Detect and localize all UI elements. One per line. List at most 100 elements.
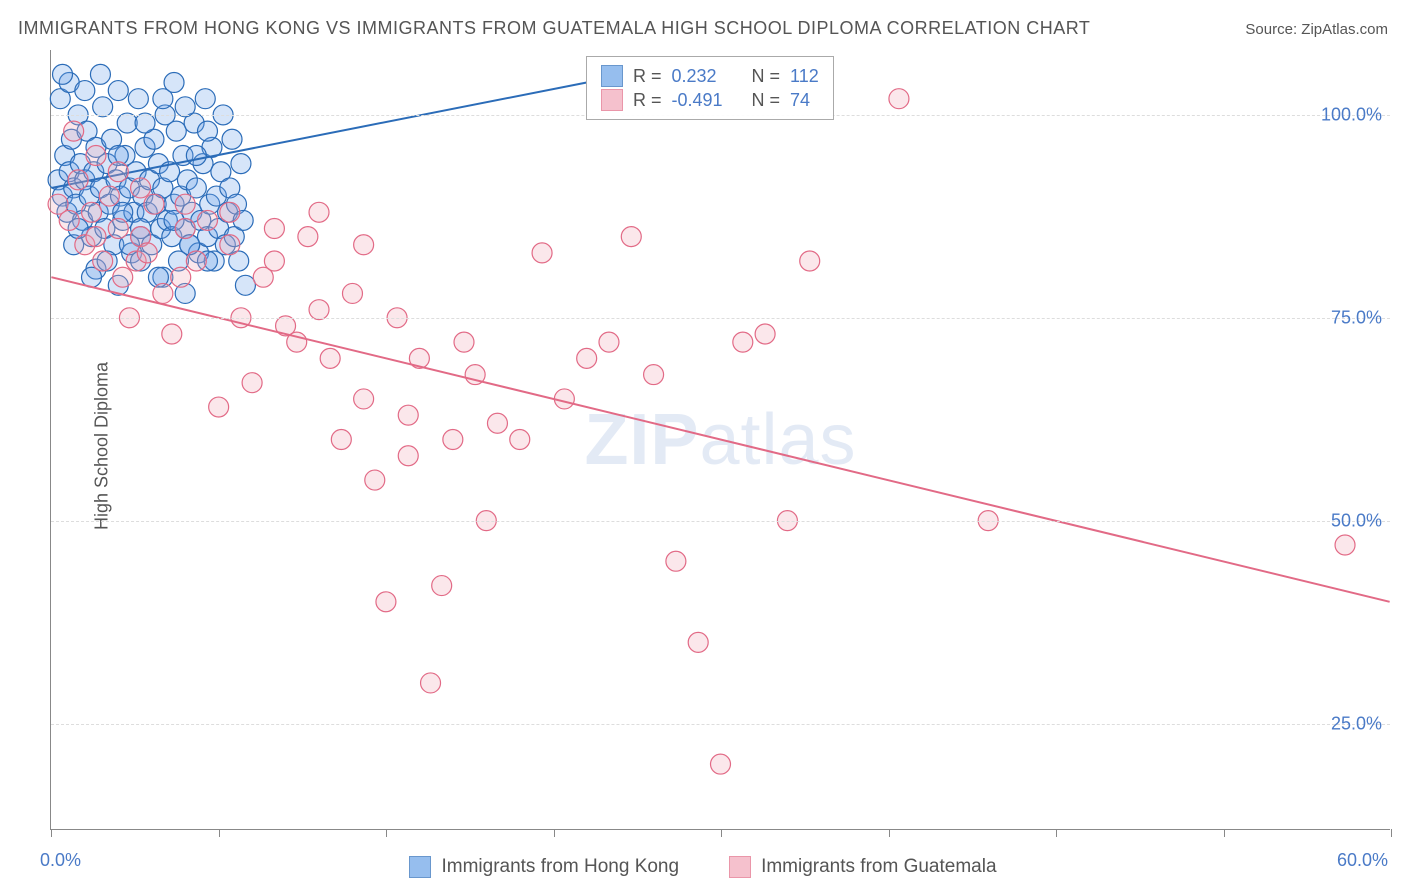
data-point-gt [365, 470, 385, 490]
legend-item-hk: Immigrants from Hong Kong [409, 856, 679, 878]
data-point-hk [108, 81, 128, 101]
source-name: ZipAtlas.com [1301, 21, 1388, 38]
data-point-gt [644, 365, 664, 385]
plot-svg [51, 50, 1390, 829]
data-point-hk [198, 121, 218, 141]
data-point-hk [93, 97, 113, 117]
stats-swatch-gt [601, 89, 623, 111]
data-point-gt [800, 251, 820, 271]
data-point-gt [198, 210, 218, 230]
source-label: Source: [1245, 21, 1301, 38]
data-point-gt [186, 251, 206, 271]
data-point-gt [432, 576, 452, 596]
data-point-gt [376, 592, 396, 612]
x-tick [51, 829, 52, 837]
data-point-gt [220, 202, 240, 222]
data-point-hk [90, 64, 110, 84]
data-point-gt [264, 219, 284, 239]
data-point-hk [195, 89, 215, 109]
data-point-gt [331, 430, 351, 450]
chart-title: IMMIGRANTS FROM HONG KONG VS IMMIGRANTS … [18, 18, 1090, 39]
stats-N-value-gt: 74 [790, 90, 810, 111]
data-point-gt [264, 251, 284, 271]
data-point-gt [93, 251, 113, 271]
gridline-h [51, 521, 1390, 522]
stats-legend: R = 0.232 N = 112R = -0.491 N = 74 [586, 56, 834, 120]
data-point-hk [128, 89, 148, 109]
swatch-gt [729, 856, 751, 878]
data-point-gt [354, 389, 374, 409]
stats-N-value-hk: 112 [790, 66, 819, 87]
data-point-gt [86, 146, 106, 166]
data-point-hk [75, 81, 95, 101]
stats-R-label: R = [633, 90, 662, 111]
x-tick [889, 829, 890, 837]
legend-item-gt: Immigrants from Guatemala [729, 856, 996, 878]
x-tick-label: 60.0% [1337, 850, 1388, 871]
data-point-gt [113, 267, 133, 287]
stats-row-hk: R = 0.232 N = 112 [601, 65, 819, 87]
data-point-hk [164, 72, 184, 92]
data-point-gt [131, 178, 151, 198]
data-point-gt [162, 324, 182, 344]
data-point-gt [342, 283, 362, 303]
data-point-gt [171, 267, 191, 287]
x-tick [554, 829, 555, 837]
data-point-gt [510, 430, 530, 450]
data-point-gt [889, 89, 909, 109]
data-point-hk [53, 64, 73, 84]
data-point-gt [711, 754, 731, 774]
data-point-gt [209, 397, 229, 417]
data-point-hk [135, 113, 155, 133]
data-point-gt [68, 170, 88, 190]
data-point-gt [398, 405, 418, 425]
data-point-gt [688, 632, 708, 652]
data-point-gt [320, 348, 340, 368]
data-point-gt [64, 121, 84, 141]
gridline-h [51, 318, 1390, 319]
plot-area: ZIPatlas 25.0%50.0%75.0%100.0% [50, 50, 1390, 830]
data-point-gt [354, 235, 374, 255]
x-tick [721, 829, 722, 837]
legend-label-hk: Immigrants from Hong Kong [441, 856, 679, 878]
data-point-gt [220, 235, 240, 255]
data-point-hk [222, 129, 242, 149]
data-point-gt [298, 227, 318, 247]
data-point-gt [398, 446, 418, 466]
data-point-gt [242, 373, 262, 393]
data-point-gt [108, 162, 128, 182]
data-point-gt [454, 332, 474, 352]
x-tick [1056, 829, 1057, 837]
data-point-gt [487, 413, 507, 433]
x-tick [1224, 829, 1225, 837]
data-point-gt [86, 227, 106, 247]
stats-N-label: N = [752, 90, 781, 111]
x-tick [1391, 829, 1392, 837]
source-credit: Source: ZipAtlas.com [1245, 21, 1388, 38]
data-point-gt [144, 194, 164, 214]
data-point-gt [421, 673, 441, 693]
data-point-gt [82, 202, 102, 222]
stats-R-label: R = [633, 66, 662, 87]
bottom-legend: Immigrants from Hong Kong Immigrants fro… [0, 856, 1406, 878]
trend-line-gt [51, 277, 1389, 602]
data-point-gt [108, 219, 128, 239]
data-point-gt [443, 430, 463, 450]
legend-label-gt: Immigrants from Guatemala [761, 856, 996, 878]
data-point-gt [599, 332, 619, 352]
stats-R-value-gt: -0.491 [672, 90, 742, 111]
data-point-gt [175, 219, 195, 239]
swatch-hk [409, 856, 431, 878]
data-point-hk [231, 154, 251, 174]
data-point-gt [137, 243, 157, 263]
x-tick [219, 829, 220, 837]
data-point-gt [99, 186, 119, 206]
data-point-hk [186, 146, 206, 166]
x-tick [386, 829, 387, 837]
stats-R-value-hk: 0.232 [672, 66, 742, 87]
data-point-gt [309, 202, 329, 222]
data-point-hk [166, 121, 186, 141]
stats-swatch-hk [601, 65, 623, 87]
data-point-hk [235, 275, 255, 295]
data-point-gt [59, 210, 79, 230]
